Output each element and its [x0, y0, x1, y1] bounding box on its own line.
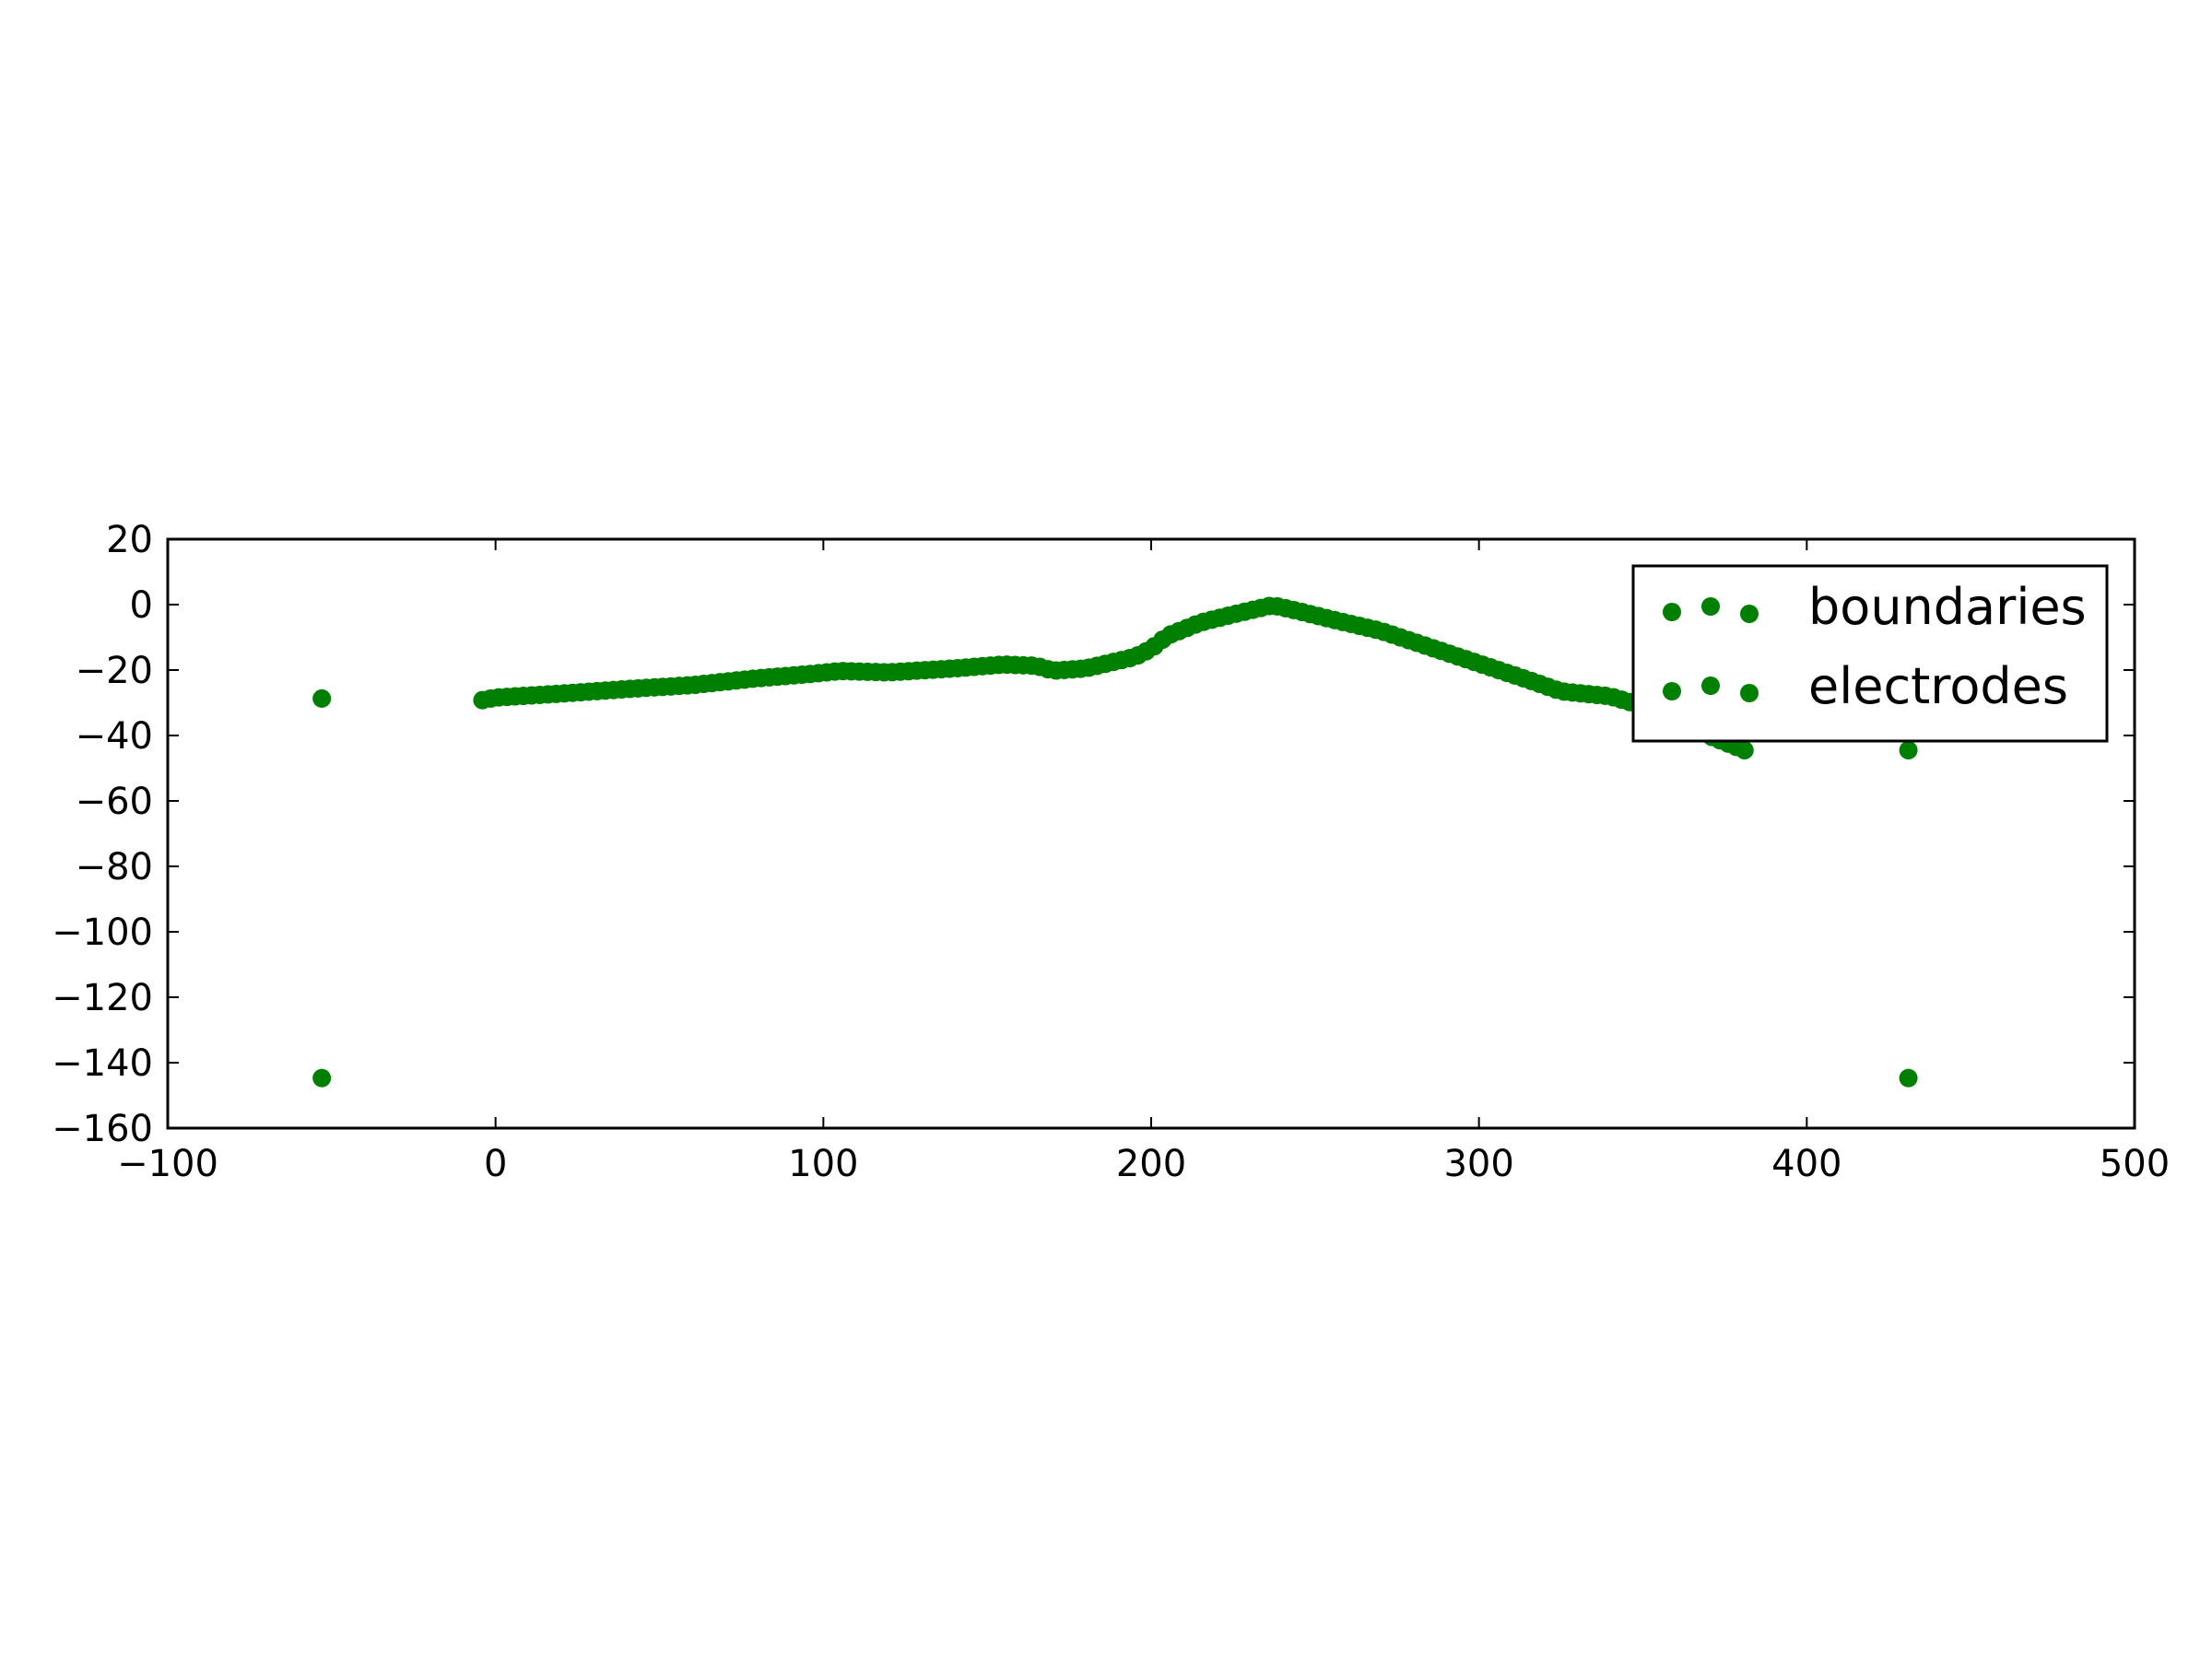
legend-label-boundaries: boundaries — [1808, 578, 2087, 636]
x-tick-label: 500 — [2100, 1143, 2170, 1185]
legend: boundaries electrodes — [1631, 564, 2109, 743]
y-tick-label: −20 — [76, 650, 153, 692]
legend-marker — [1740, 605, 1759, 623]
legend-marker — [1701, 597, 1720, 616]
y-tick-label: −40 — [76, 715, 153, 758]
y-axis-ticks: 20 0 −20 −40 −60 −80 −100 −120 −140 −160 — [52, 519, 2135, 1150]
y-tick-label: −80 — [76, 846, 153, 888]
legend-marker — [1701, 677, 1720, 695]
legend-box — [1631, 564, 2109, 743]
x-tick-label: −100 — [117, 1143, 218, 1185]
y-tick-label: −120 — [52, 977, 153, 1019]
legend-marker — [1663, 682, 1681, 700]
boundary-point — [312, 1068, 332, 1088]
electrode-point — [1735, 740, 1754, 759]
legend-marker — [1740, 684, 1759, 702]
x-tick-label: 100 — [788, 1143, 858, 1185]
legend-label-electrodes: electrodes — [1808, 657, 2068, 715]
y-tick-label: −100 — [52, 912, 153, 954]
y-tick-label: −160 — [52, 1108, 153, 1150]
y-tick-label: 20 — [106, 519, 153, 561]
x-axis-ticks: −100 0 100 200 300 400 500 — [117, 539, 2170, 1185]
x-tick-label: 300 — [1443, 1143, 1513, 1185]
boundary-point — [1899, 740, 1918, 759]
boundary-point — [312, 688, 332, 708]
legend-marker — [1663, 603, 1681, 621]
x-tick-label: 200 — [1116, 1143, 1186, 1185]
y-tick-label: −60 — [76, 781, 153, 823]
boundary-point — [1899, 1068, 1918, 1088]
y-tick-label: 0 — [130, 584, 153, 627]
y-tick-label: −140 — [52, 1042, 153, 1085]
x-tick-label: 400 — [1771, 1143, 1841, 1185]
x-tick-label: 0 — [484, 1143, 507, 1185]
